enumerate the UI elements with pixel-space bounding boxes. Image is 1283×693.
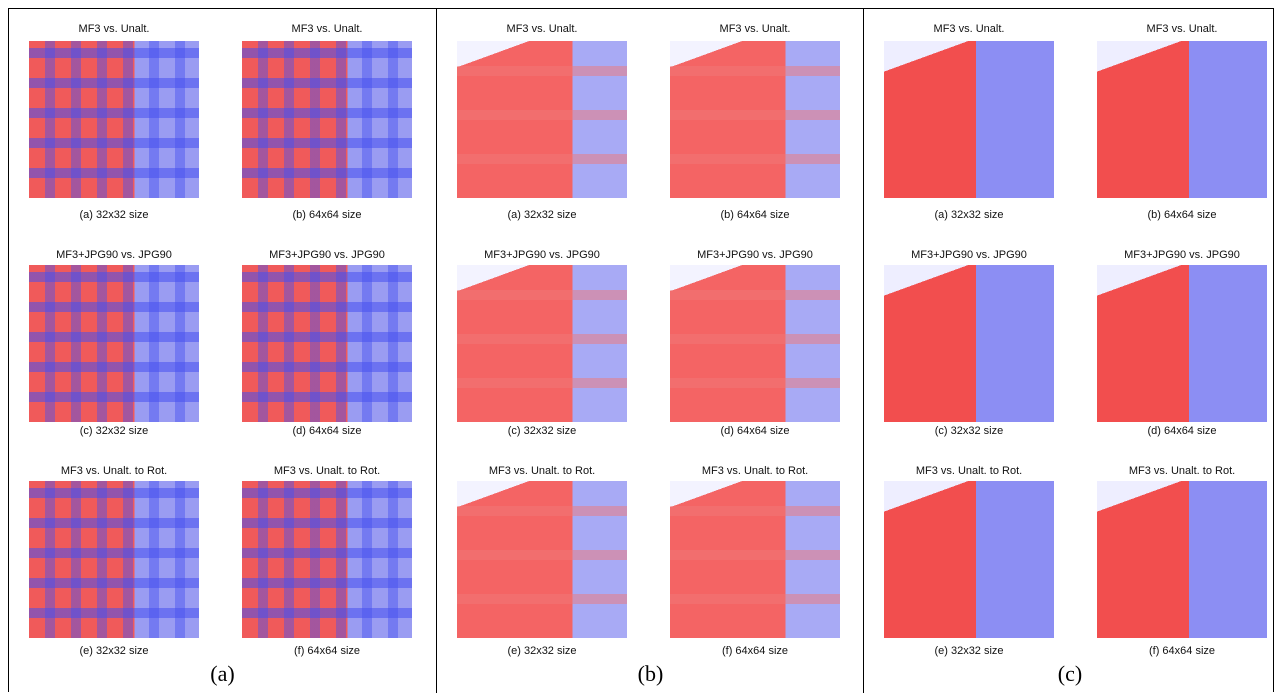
image-caption: (c) 32x32 size xyxy=(432,425,652,437)
heatmap-image xyxy=(1097,41,1267,198)
image-caption: (b) 64x64 size xyxy=(1072,209,1283,221)
image-caption: (c) 32x32 size xyxy=(859,425,1079,437)
image-title: MF3 vs. Unalt. xyxy=(859,23,1079,35)
heatmap-image xyxy=(457,41,627,198)
heatmap-image xyxy=(242,41,412,198)
image-title: MF3 vs. Unalt. to Rot. xyxy=(432,465,652,477)
image-title: MF3+JPG90 vs. JPG90 xyxy=(217,249,437,261)
image-title: MF3 vs. Unalt. xyxy=(4,23,224,35)
image-title: MF3 vs. Unalt. xyxy=(1072,23,1283,35)
heatmap-image xyxy=(457,265,627,422)
image-title: MF3 vs. Unalt. xyxy=(217,23,437,35)
heatmap-image xyxy=(242,265,412,422)
panel-label: (c) xyxy=(864,661,1276,687)
figure: MF3 vs. Unalt. (a) 32x32 size MF3 vs. Unal… xyxy=(8,8,1274,692)
image-title: MF3 vs. Unalt. to Rot. xyxy=(217,465,437,477)
image-title: MF3 vs. Unalt. xyxy=(645,23,865,35)
image-caption: (d) 64x64 size xyxy=(217,425,437,437)
heatmap-image xyxy=(670,481,840,638)
image-title: MF3 vs. Unalt. xyxy=(432,23,652,35)
heatmap-image xyxy=(1097,265,1267,422)
image-caption: (b) 64x64 size xyxy=(645,209,865,221)
image-caption: (d) 64x64 size xyxy=(1072,425,1283,437)
page: MF3 vs. Unalt. (a) 32x32 size MF3 vs. Unal… xyxy=(0,0,1283,692)
heatmap-image xyxy=(884,265,1054,422)
image-caption: (a) 32x32 size xyxy=(432,209,652,221)
image-title: MF3 vs. Unalt. to Rot. xyxy=(859,465,1079,477)
image-caption: (b) 64x64 size xyxy=(217,209,437,221)
image-title: MF3 vs. Unalt. to Rot. xyxy=(645,465,865,477)
image-title: MF3+JPG90 vs. JPG90 xyxy=(645,249,865,261)
image-caption: (f) 64x64 size xyxy=(217,645,437,657)
image-title: MF3+JPG90 vs. JPG90 xyxy=(1072,249,1283,261)
image-caption: (c) 32x32 size xyxy=(4,425,224,437)
heatmap-image xyxy=(29,41,199,198)
heatmap-image xyxy=(884,481,1054,638)
heatmap-image xyxy=(29,265,199,422)
image-caption: (e) 32x32 size xyxy=(4,645,224,657)
image-caption: (f) 64x64 size xyxy=(645,645,865,657)
image-caption: (d) 64x64 size xyxy=(645,425,865,437)
heatmap-image xyxy=(670,41,840,198)
image-caption: (e) 32x32 size xyxy=(432,645,652,657)
heatmap-image xyxy=(1097,481,1267,638)
image-title: MF3+JPG90 vs. JPG90 xyxy=(859,249,1079,261)
image-caption: (a) 32x32 size xyxy=(859,209,1079,221)
image-title: MF3 vs. Unalt. to Rot. xyxy=(4,465,224,477)
heatmap-image xyxy=(670,265,840,422)
image-title: MF3+JPG90 vs. JPG90 xyxy=(4,249,224,261)
panel-label: (b) xyxy=(437,661,864,687)
heatmap-image xyxy=(457,481,627,638)
image-title: MF3 vs. Unalt. to Rot. xyxy=(1072,465,1283,477)
image-caption: (e) 32x32 size xyxy=(859,645,1079,657)
heatmap-image xyxy=(29,481,199,638)
heatmap-image xyxy=(242,481,412,638)
panel-label: (a) xyxy=(9,661,436,687)
image-caption: (a) 32x32 size xyxy=(4,209,224,221)
heatmap-image xyxy=(884,41,1054,198)
image-title: MF3+JPG90 vs. JPG90 xyxy=(432,249,652,261)
image-caption: (f) 64x64 size xyxy=(1072,645,1283,657)
